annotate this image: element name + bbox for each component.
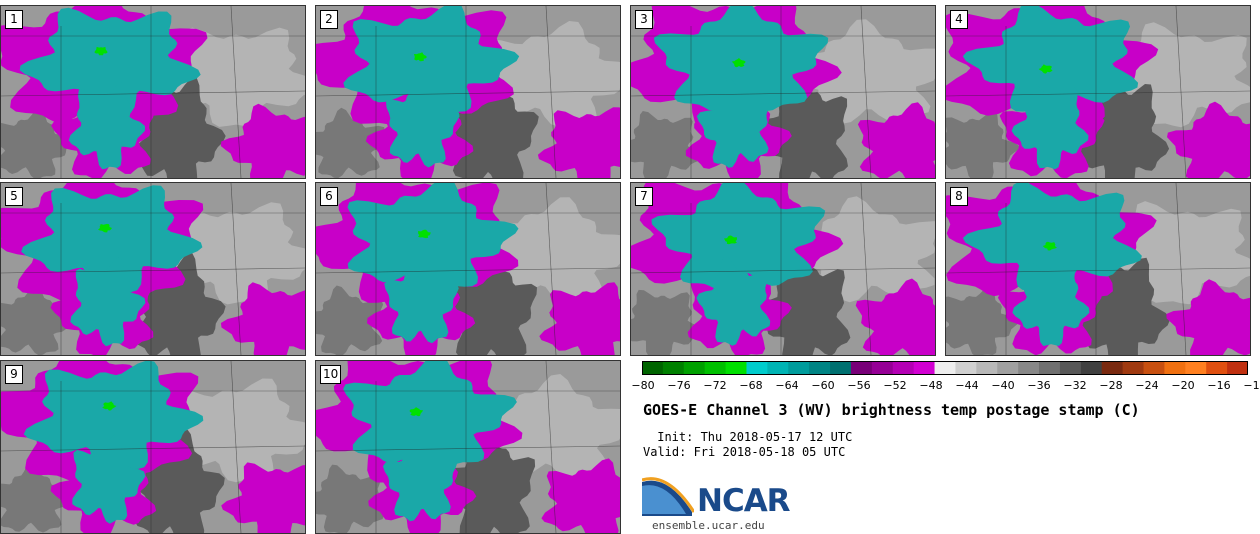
colorbar-bin <box>1227 361 1248 375</box>
brightness-temp-map <box>316 361 620 533</box>
colorbar-bin <box>725 361 747 375</box>
colorbar-bin <box>704 361 727 375</box>
panel-number: 2 <box>320 10 338 29</box>
colorbar-tick: −64 <box>775 379 799 392</box>
panel-number: 9 <box>5 365 23 384</box>
colorbar-bin <box>642 361 664 375</box>
ncar-logo-icon <box>642 477 694 516</box>
colorbar-tick: −72 <box>703 379 727 392</box>
brightness-temp-map <box>316 6 620 178</box>
colorbar-tick: −52 <box>883 379 907 392</box>
colorbar-bin <box>1059 361 1082 375</box>
colorbar-bin <box>662 361 685 375</box>
colorbar-tick: −36 <box>1027 379 1051 392</box>
colorbar-tick: −68 <box>739 379 763 392</box>
colorbar-tick: −76 <box>667 379 691 392</box>
brightness-temp-map <box>631 6 935 178</box>
colorbar-bin <box>850 361 873 375</box>
brightness-temp-map <box>1 183 305 355</box>
colorbar-bin <box>830 361 852 375</box>
colorbar <box>642 361 1248 375</box>
brightness-temp-map <box>946 6 1250 178</box>
colorbar-tick: −56 <box>847 379 871 392</box>
ensemble-panel-2: 2 <box>315 5 621 179</box>
panel-number: 7 <box>635 187 653 206</box>
colorbar-tick: −40 <box>991 379 1015 392</box>
colorbar-bin <box>955 361 977 375</box>
colorbar-bin <box>934 361 956 375</box>
colorbar-bin <box>1101 361 1124 375</box>
figure-title: GOES-E Channel 3 (WV) brightness temp po… <box>643 401 1140 419</box>
ensemble-panel-5: 5 <box>0 182 306 356</box>
colorbar-bin <box>1185 361 1207 375</box>
colorbar-bin <box>1143 361 1165 375</box>
colorbar-bin <box>1164 361 1186 375</box>
colorbar-tick: −28 <box>1099 379 1123 392</box>
ensemble-panel-8: 8 <box>945 182 1251 356</box>
panel-number: 1 <box>5 10 23 29</box>
brightness-temp-map <box>631 183 935 355</box>
panel-number: 10 <box>320 365 342 384</box>
colorbar-bin <box>809 361 831 375</box>
colorbar-tick: −20 <box>1171 379 1195 392</box>
colorbar-tick: −24 <box>1135 379 1159 392</box>
ensemble-panel-4: 4 <box>945 5 1251 179</box>
init-time: Init: Thu 2018-05-17 12 UTC <box>650 430 853 444</box>
colorbar-bin <box>1018 361 1040 375</box>
colorbar-tick: −12 <box>1243 379 1260 392</box>
colorbar-tick: −16 <box>1207 379 1231 392</box>
panel-number: 4 <box>950 10 968 29</box>
colorbar-bin <box>976 361 998 375</box>
colorbar-bin <box>871 361 894 375</box>
colorbar-bin <box>1206 361 1228 375</box>
colorbar-bin <box>913 361 936 375</box>
colorbar-bin <box>683 361 706 375</box>
panel-number: 3 <box>635 10 653 29</box>
brightness-temp-map <box>946 183 1250 355</box>
colorbar-bin <box>788 361 810 375</box>
colorbar-bin <box>746 361 768 375</box>
ensemble-panel-6: 6 <box>315 182 621 356</box>
panel-number: 6 <box>320 187 338 206</box>
panel-number: 8 <box>950 187 968 206</box>
brightness-temp-map <box>316 183 620 355</box>
colorbar-tick: −60 <box>811 379 835 392</box>
ncar-logo-text: NCAR <box>697 483 791 519</box>
ensemble-panel-1: 1 <box>0 5 306 179</box>
colorbar-bin <box>1122 361 1145 375</box>
site-url: ensemble.ucar.edu <box>652 519 765 532</box>
ensemble-panel-3: 3 <box>630 5 936 179</box>
ensemble-panel-10: 10 <box>315 360 621 534</box>
colorbar-tick: −32 <box>1063 379 1087 392</box>
colorbar-bin <box>767 361 789 375</box>
ensemble-panel-9: 9 <box>0 360 306 534</box>
colorbar-bin <box>1080 361 1103 375</box>
colorbar-tick-labels: −80 −76 −72 −68 −64 −60 −56 −52 −48 −44 −40 −36 −32−… <box>630 379 1260 395</box>
brightness-temp-map <box>1 361 305 533</box>
valid-time: Valid: Fri 2018-05-18 05 UTC <box>643 445 846 459</box>
ensemble-panel-7: 7 <box>630 182 936 356</box>
colorbar-tick: −80 <box>631 379 655 392</box>
colorbar-bin <box>1039 361 1061 375</box>
colorbar-tick: −44 <box>955 379 979 392</box>
colorbar-bin <box>997 361 1019 375</box>
panel-number: 5 <box>5 187 23 206</box>
colorbar-bin <box>892 361 915 375</box>
colorbar-tick: −48 <box>919 379 943 392</box>
brightness-temp-map <box>1 6 305 178</box>
